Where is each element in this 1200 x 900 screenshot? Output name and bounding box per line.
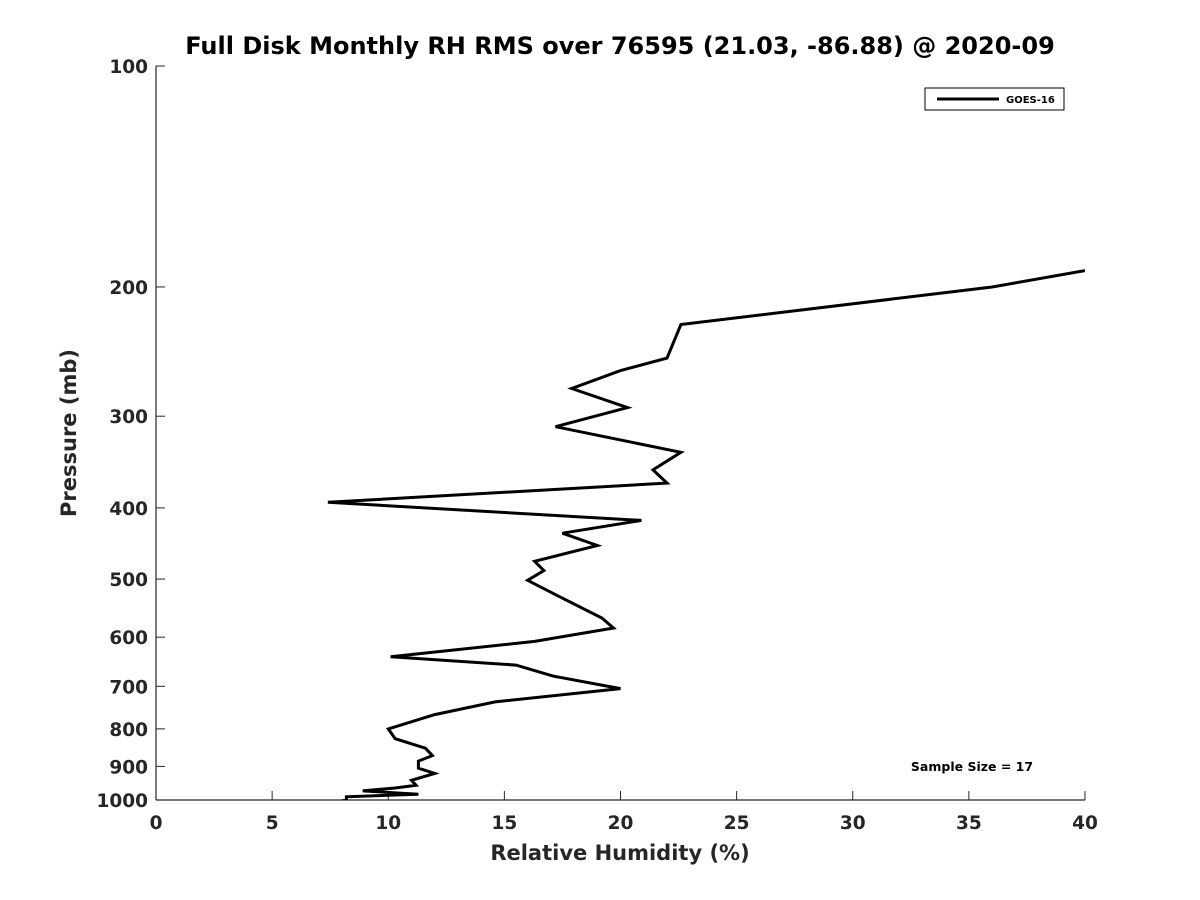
x-axis-ticks: 0 5 10 15 20 25 30 35 40 xyxy=(150,791,1098,834)
y-axis-label: Pressure (mb) xyxy=(57,349,81,517)
y-tick-label: 700 xyxy=(109,677,148,698)
y-tick-label: 1000 xyxy=(97,791,149,812)
y-tick-label: 500 xyxy=(109,570,148,591)
y-tick-label: 800 xyxy=(109,720,148,741)
y-tick-label: 400 xyxy=(109,499,148,520)
y-tick-label: 300 xyxy=(109,407,148,428)
x-tick-label: 40 xyxy=(1072,813,1098,834)
y-tick-label: 100 xyxy=(109,57,148,78)
chart-title: Full Disk Monthly RH RMS over 76595 (21.… xyxy=(185,32,1055,60)
x-tick-label: 35 xyxy=(956,813,982,834)
x-tick-label: 0 xyxy=(150,813,163,834)
legend: GOES-16 xyxy=(924,87,1065,111)
sample-size-annotation: Sample Size = 17 xyxy=(911,759,1033,774)
x-tick-label: 10 xyxy=(375,813,401,834)
series-line-goes-16 xyxy=(327,269,1085,800)
y-tick-label: 600 xyxy=(109,628,148,649)
x-axis-label: Relative Humidity (%) xyxy=(490,841,749,865)
x-tick-label: 5 xyxy=(266,813,279,834)
y-axis-ticks: 100 200 300 400 500 600 700 800 900 1000 xyxy=(97,57,165,812)
y-tick-label: 200 xyxy=(109,278,148,299)
y-tick-label: 900 xyxy=(109,757,148,778)
legend-label-goes-16: GOES-16 xyxy=(1006,95,1055,106)
x-tick-label: 20 xyxy=(608,813,634,834)
x-tick-label: 15 xyxy=(492,813,518,834)
x-tick-label: 30 xyxy=(840,813,866,834)
x-tick-label: 25 xyxy=(724,813,750,834)
